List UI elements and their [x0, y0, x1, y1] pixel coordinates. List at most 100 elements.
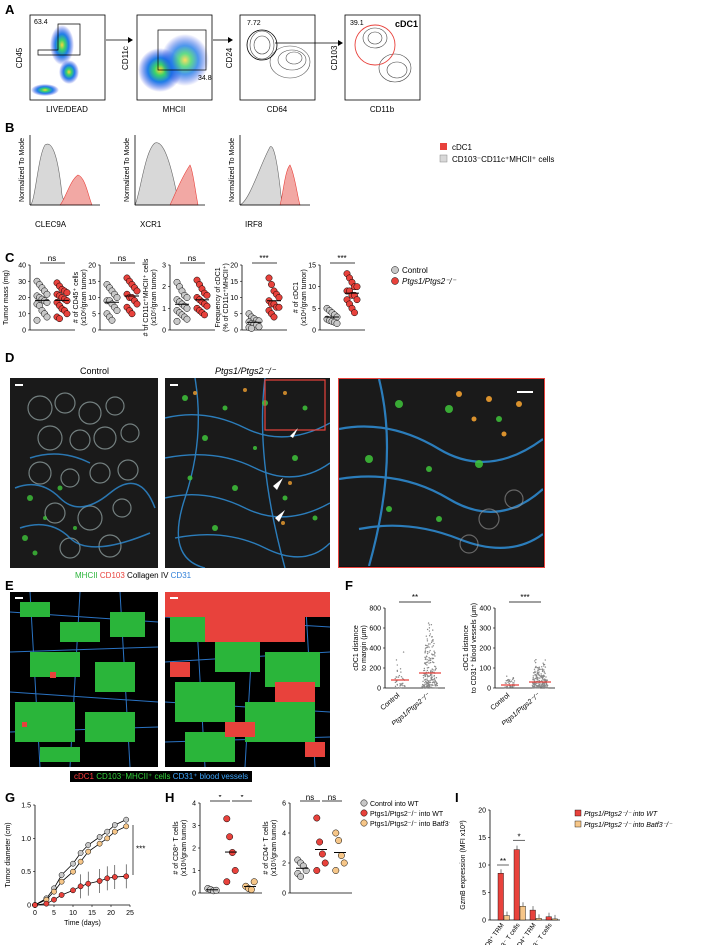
series-point: [104, 828, 111, 835]
ko-point: [544, 666, 547, 668]
series-point: [77, 858, 84, 865]
tick-label: 0: [282, 891, 286, 898]
ko-point: [543, 669, 545, 671]
histogram-grey: [239, 146, 283, 206]
ko-point: [436, 684, 439, 687]
ko-point: [426, 644, 428, 647]
ko-point: [424, 648, 427, 650]
y-axis-label-2: (x10⁶/gram tumor): [81, 269, 88, 326]
ctrl-point: [401, 682, 403, 685]
legend-cd31: CD31: [170, 571, 192, 580]
y-tick-label: 1.5: [21, 803, 31, 810]
ko-point: [532, 685, 535, 688]
ko-point: [128, 310, 136, 318]
ko-point: [430, 624, 433, 626]
ko-point: [427, 680, 430, 683]
svg-text:39.1: 39.1: [350, 20, 364, 27]
ctrl-point: [396, 683, 398, 686]
ko-point: [535, 682, 538, 684]
ko-point: [425, 647, 427, 649]
histogram-1: Normalized To Mode CLEC9A: [19, 135, 100, 229]
legend-vessels: CD31⁺ blood vessels: [172, 772, 249, 781]
ctrl-point: [396, 670, 399, 673]
series-point: [77, 850, 84, 856]
ko-point: [538, 666, 540, 668]
bar: [513, 849, 520, 921]
ko-point: [431, 687, 433, 689]
ko-point: [537, 676, 539, 679]
ctrl-point: [510, 680, 513, 682]
svg-text:CD103⁻CD11c⁺MHCII⁺ cells: CD103⁻CD11c⁺MHCII⁺ cells: [452, 155, 554, 164]
series-point: [58, 872, 65, 878]
ko-point: [275, 303, 283, 311]
legend-marker: [360, 809, 368, 817]
y-axis-label: # of CD11c⁺MHCII⁺ cells: [143, 258, 150, 336]
ko-point: [537, 678, 539, 680]
ko-point: [428, 675, 430, 677]
point: [247, 886, 255, 894]
tick-label: 20: [230, 263, 238, 270]
point: [302, 867, 310, 874]
svg-text:CD11b: CD11b: [370, 105, 395, 114]
histogram-red: [279, 164, 301, 206]
ctrl-point: [394, 677, 396, 680]
sig-label: ns: [328, 795, 336, 802]
tick-label: 15: [230, 279, 238, 286]
ko-point: [435, 681, 438, 683]
series-point: [104, 835, 111, 842]
ko-point: [431, 636, 433, 638]
ctrl-point: [513, 682, 515, 684]
ko-point: [426, 646, 428, 649]
y-axis-label-2: (x10⁵/gram tumor): [151, 269, 158, 326]
bar: [497, 873, 504, 921]
ko-point: [540, 683, 542, 685]
ko-point: [545, 676, 547, 678]
tick-label: 20: [18, 295, 26, 302]
series-point: [58, 878, 65, 885]
ko-point: [431, 670, 433, 673]
ko-point: [540, 686, 543, 688]
ctrl-point: [507, 678, 509, 681]
ctrl-point: [509, 686, 511, 688]
sig-label: ns: [118, 255, 126, 263]
ko-point: [431, 676, 433, 678]
sig-label: **: [500, 857, 506, 866]
panel-label-e: E: [5, 578, 14, 593]
h-dotplot-1: 0 1 2 3 4 # of CD8⁺ T cells (x10⁶/gram tumor) *…: [173, 795, 262, 898]
legend-marker: [574, 809, 582, 817]
ko-point: [426, 682, 429, 684]
tick-label: 200: [479, 646, 491, 653]
ko-point: [544, 680, 546, 682]
segmentation-ko: [165, 592, 330, 767]
point: [318, 850, 326, 858]
ko-point: [532, 679, 534, 681]
ko-point: [429, 674, 432, 677]
sig-label: ***: [337, 255, 346, 263]
ko-point: [432, 679, 434, 681]
ko-point: [540, 684, 542, 687]
ko-point: [436, 687, 438, 689]
tick-label: 300: [479, 626, 491, 633]
tick-label: 6: [282, 801, 286, 808]
ko-point: [540, 666, 543, 668]
ko-point: [422, 674, 425, 677]
ko-point: [432, 629, 434, 631]
ko-point: [429, 633, 432, 635]
ko-point: [544, 672, 546, 675]
y-tick-label: 10: [478, 863, 486, 870]
point: [332, 829, 340, 837]
series-point: [70, 860, 76, 867]
ko-point: [434, 655, 436, 657]
ctrl-point: [113, 294, 121, 301]
ctrl-point: [507, 681, 509, 684]
sig-label: *: [240, 795, 243, 802]
flow-plot-1: 63.4 CD45 LIVE/DEAD: [15, 14, 106, 114]
ko-point: [434, 687, 437, 689]
ctrl-point: [505, 685, 508, 688]
ko-point: [543, 671, 545, 673]
legend-label: Ptgs1/Ptgs2⁻/⁻ into Batf3⁻/⁻: [370, 821, 450, 828]
ko-point: [63, 310, 71, 318]
legend-marker: [391, 266, 399, 274]
ko-point: [423, 679, 426, 681]
ko-point: [430, 677, 433, 680]
